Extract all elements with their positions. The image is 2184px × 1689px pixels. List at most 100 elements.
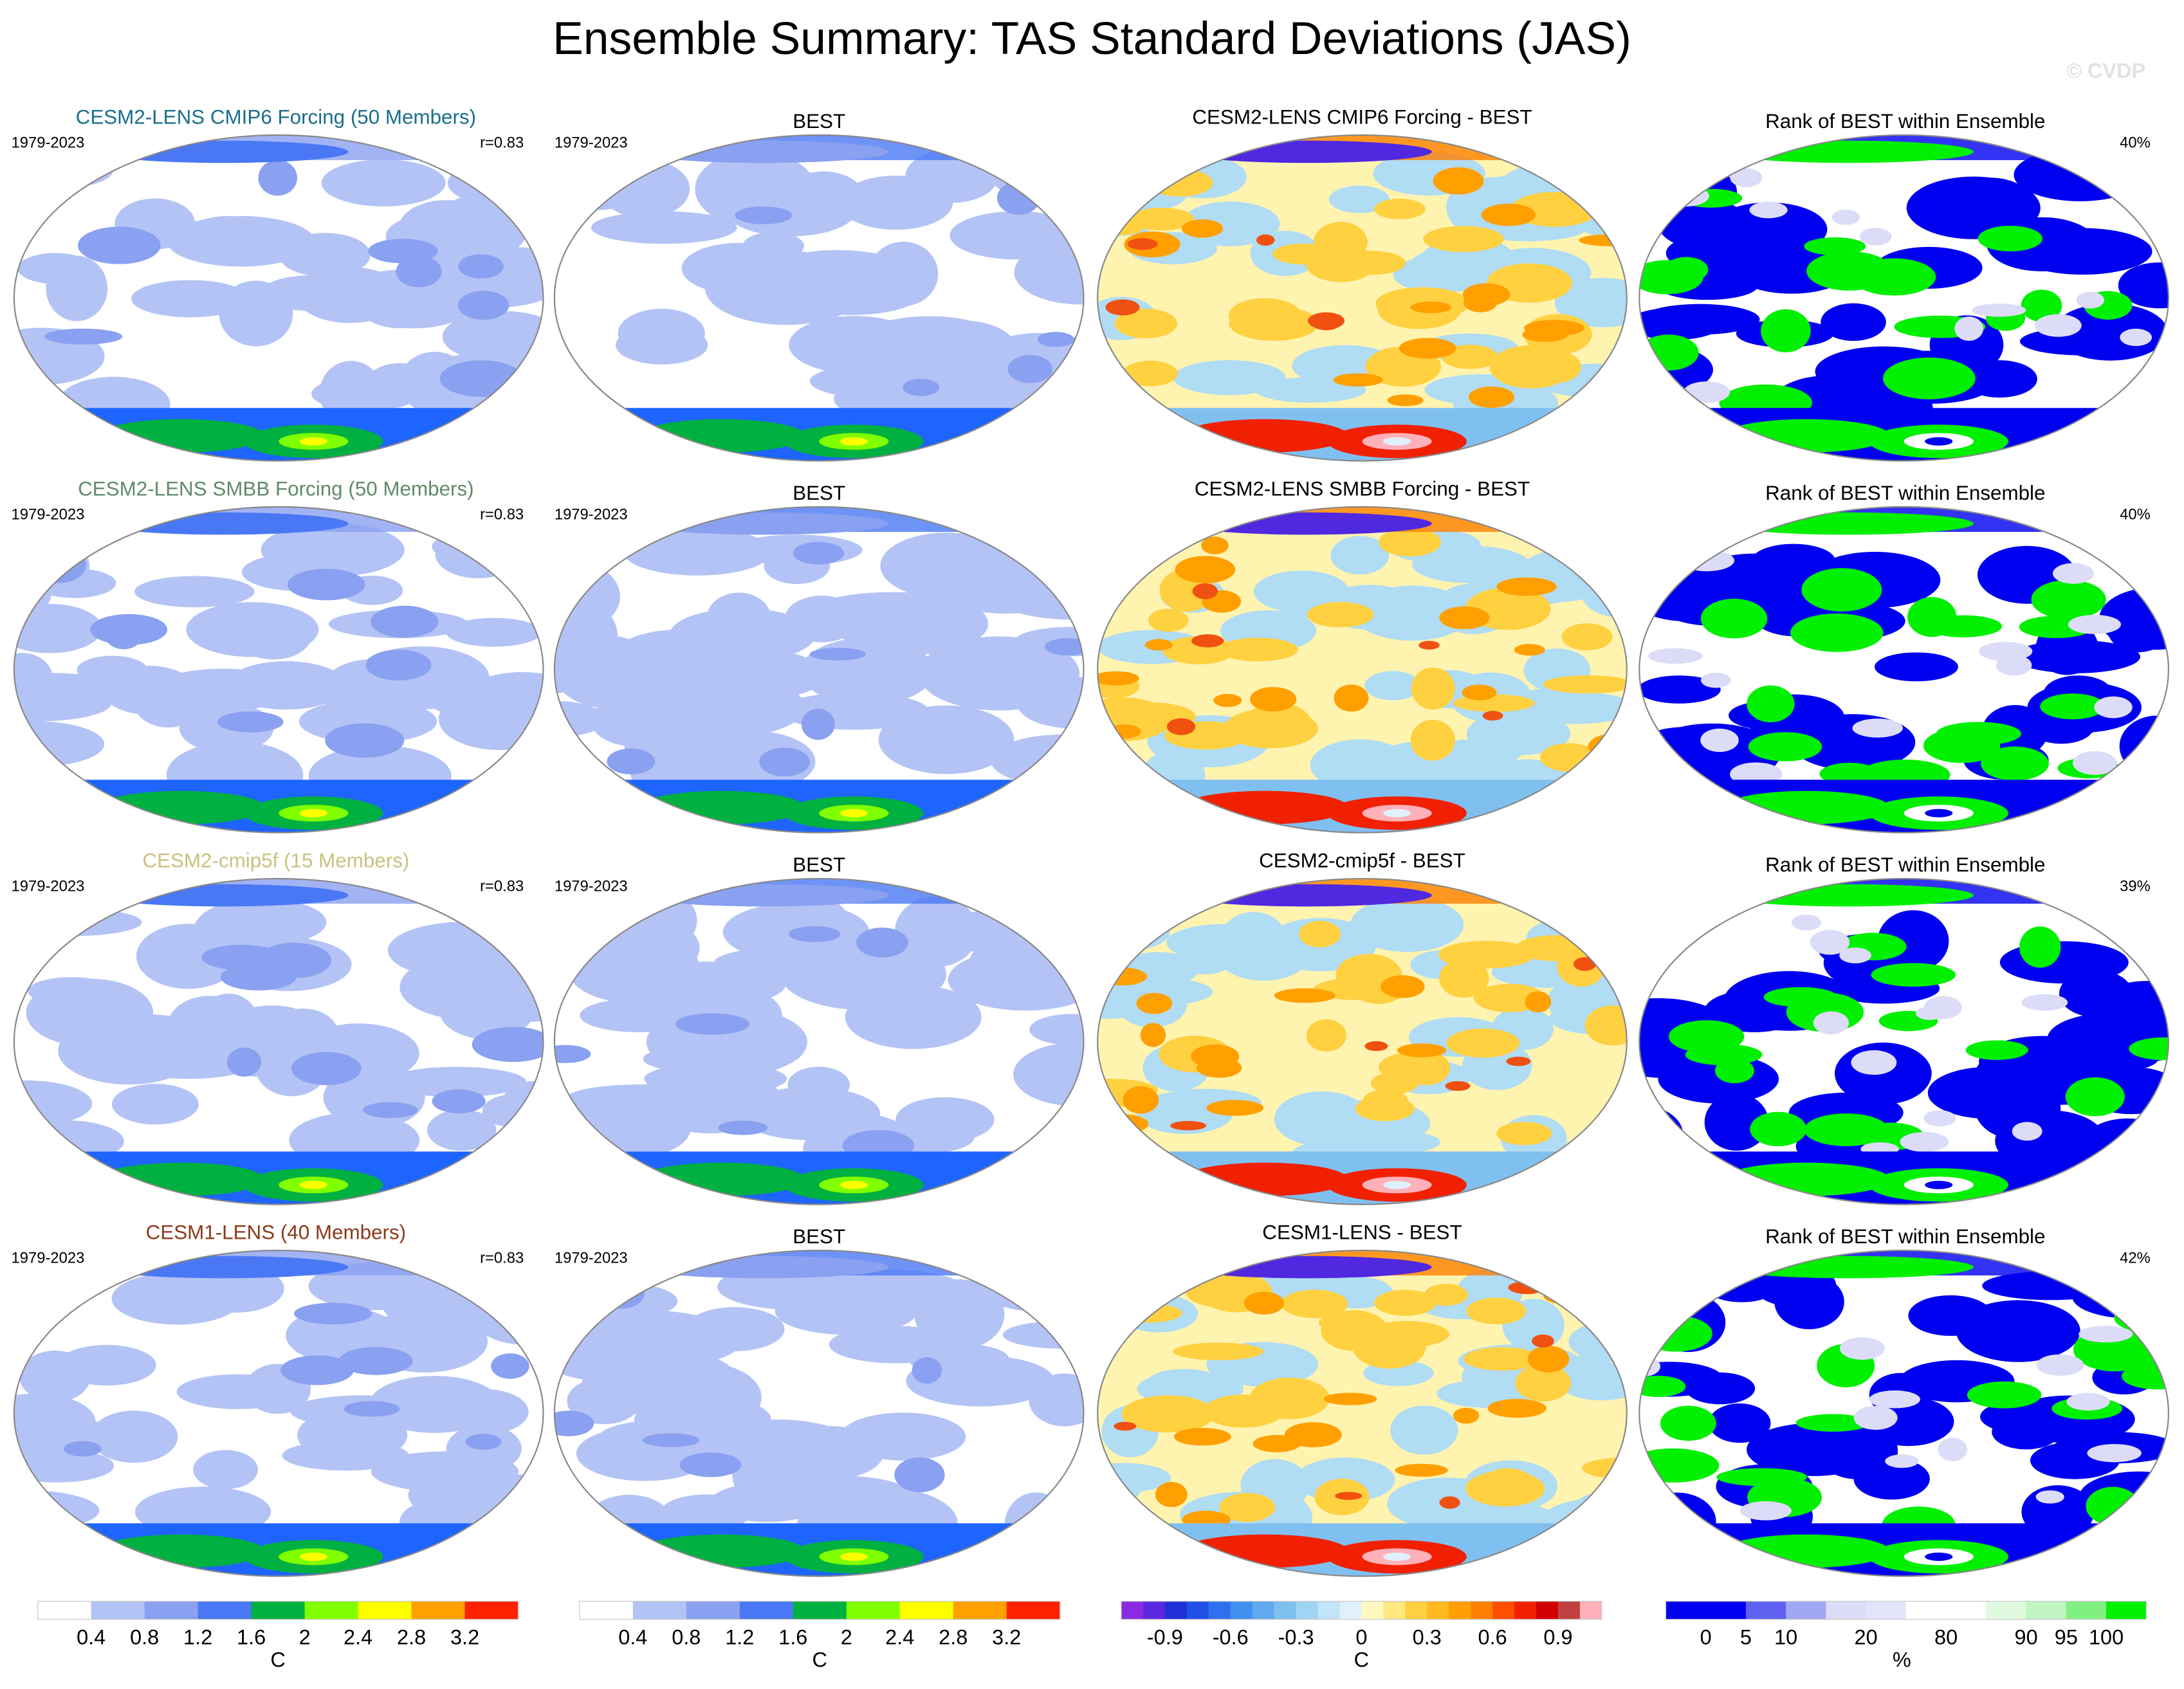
map-region: [591, 694, 686, 747]
map-region: [1639, 1492, 1716, 1551]
map-region: [28, 977, 116, 1005]
map-region: [1446, 1028, 1520, 1058]
map-region: [641, 653, 748, 713]
colorbar-tick-label: 0.8: [130, 1626, 159, 1649]
map-region: [58, 1017, 200, 1085]
colorbar-box: [1274, 1601, 1297, 1620]
map-region: [472, 1027, 544, 1063]
map-region: [1567, 1492, 1627, 1540]
colorbar-box: [1405, 1601, 1427, 1620]
colorbar-box: [1361, 1601, 1384, 1620]
colorbar-box: [464, 1601, 519, 1620]
colorbar-tick-label: 20: [1855, 1626, 1878, 1649]
map-region: [1981, 746, 2049, 781]
map-region: [1572, 167, 1627, 201]
colorbar-box: [1786, 1601, 1827, 1620]
map-region: [186, 602, 319, 657]
map-region: [112, 1084, 199, 1125]
map-region: [800, 1269, 965, 1308]
period-label: 1979-2023: [555, 877, 628, 895]
map-region: [1114, 1145, 1164, 1164]
map-region: [2120, 329, 2152, 347]
colorbar-box: [251, 1601, 306, 1620]
map-region: [607, 748, 656, 775]
map-region: [1256, 234, 1275, 246]
map-region: [1925, 1552, 1953, 1561]
map-region: [675, 1013, 750, 1035]
map-region: [1353, 585, 1472, 641]
colorbar-frame: [1665, 1600, 2147, 1620]
colorbar-tick-label: 1.2: [725, 1626, 754, 1649]
map-region: [1140, 1023, 1166, 1047]
map-region: [1399, 338, 1457, 359]
panel-title: Rank of BEST within Ensemble: [1765, 482, 2045, 504]
map-region: [573, 915, 700, 981]
map-region: [481, 1309, 544, 1346]
map-region: [1044, 638, 1084, 656]
map-region: [1514, 644, 1545, 656]
map-region: [90, 614, 168, 645]
map-region: [1701, 672, 1731, 688]
map-region: [2078, 1326, 2133, 1343]
map-region: [1747, 1423, 1882, 1476]
colorbar-unit: C: [270, 1648, 285, 1671]
map-region: [31, 547, 86, 583]
map-region: [2031, 580, 2106, 619]
map-region: [1859, 228, 1892, 246]
map-region: [916, 904, 980, 949]
map-region: [1661, 185, 1709, 207]
map-region: [1146, 169, 1213, 197]
map-region: [1438, 959, 1489, 998]
map-region: [1466, 711, 1571, 756]
map-region: [1578, 552, 1627, 585]
map-region: [489, 1292, 544, 1319]
colorbar-box: [632, 1601, 687, 1620]
map-region: [299, 1180, 327, 1189]
map-region: [1410, 720, 1455, 761]
map-region: [1496, 1122, 1552, 1146]
map-region: [1127, 238, 1158, 250]
map-region: [1350, 897, 1464, 953]
map-region: [1750, 1111, 1807, 1147]
map-region: [638, 1255, 889, 1279]
map-outline: [1638, 134, 2170, 462]
map-region: [2106, 172, 2169, 202]
map-region: [1813, 1011, 1849, 1035]
map-outline: [1097, 506, 1628, 834]
map-region: [321, 159, 446, 206]
map-region: [344, 1401, 400, 1417]
map-region: [363, 1102, 418, 1118]
map-region: [291, 1052, 362, 1086]
colorbar-box: [1705, 1601, 1747, 1620]
map-region: [1382, 437, 1411, 446]
map-region: [679, 1452, 742, 1477]
map-region: [1387, 394, 1424, 406]
map-region: [1037, 331, 1074, 347]
map-region: [1791, 914, 1822, 931]
map-region: [1097, 158, 1158, 203]
map-region: [1540, 1499, 1627, 1546]
map-region: [258, 160, 297, 196]
panel-title: BEST: [793, 854, 845, 876]
map-region: [1951, 178, 2026, 212]
map-region: [2111, 898, 2152, 931]
map-region: [1574, 957, 1597, 971]
map: [1639, 507, 2169, 833]
colorbar-tick-label: 2.4: [885, 1626, 914, 1649]
panel-title: Rank of BEST within Ensemble: [1765, 1225, 2045, 1248]
percentile-label: 40%: [2120, 134, 2151, 151]
map-region: [554, 195, 580, 208]
map-region: [1441, 344, 1498, 369]
map-region: [1173, 360, 1286, 396]
map-region: [97, 1534, 265, 1568]
map-region: [217, 711, 284, 733]
map-region: [1639, 1375, 1686, 1398]
map-region: [90, 1411, 178, 1463]
map-region: [1639, 675, 1721, 704]
map-region: [46, 255, 108, 322]
map-region: [2059, 970, 2133, 1018]
map-region: [1330, 536, 1390, 575]
colorbar-box: [1745, 1601, 1786, 1620]
map-region: [1532, 1334, 1554, 1347]
colorbar-frame: [37, 1600, 519, 1620]
